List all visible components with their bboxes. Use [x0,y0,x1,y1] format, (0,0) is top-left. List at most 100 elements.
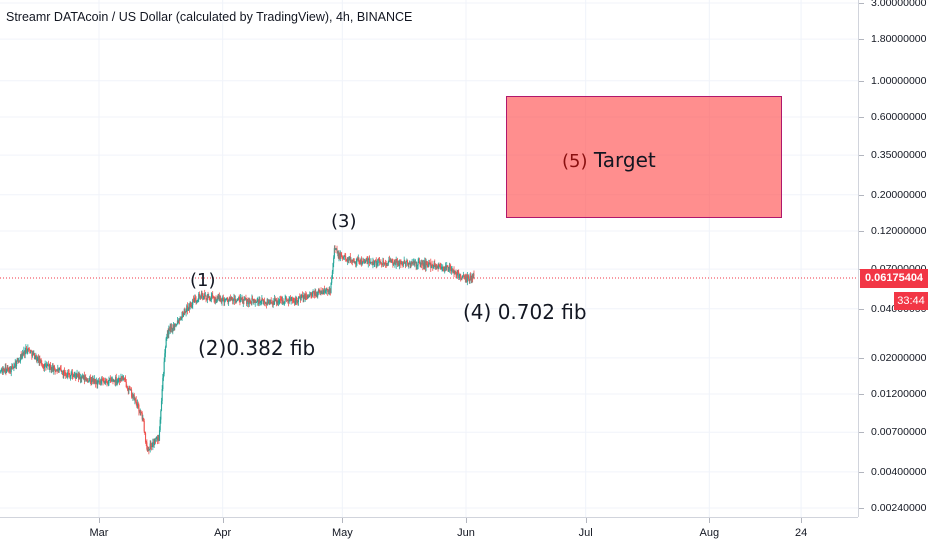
candle-body [33,353,36,360]
candle-body [135,398,137,401]
candle-body [59,368,61,370]
candle-body [29,350,32,353]
candle-body [244,298,246,300]
candle-body [360,259,362,264]
y-tick-label: 0.12000000 [871,224,927,237]
candle-body [195,300,197,302]
candle-body [424,261,426,268]
candle-body [27,347,29,351]
candle-body [454,271,456,274]
candle-body [316,294,318,297]
candle-body [171,327,173,331]
candle-body [435,264,437,268]
candle-body [55,370,57,372]
candle-body [386,265,388,267]
candle-body [86,379,88,382]
candle-body [365,258,367,262]
candle-body [341,256,343,258]
candle-body [447,267,449,272]
y-tick-mark [859,39,864,41]
candle-body [115,377,117,383]
candle-body [374,260,376,263]
candle-body [176,320,179,325]
candle-body [393,263,395,265]
candle-body [473,274,475,276]
candle-body [343,256,345,257]
candle-body [335,248,337,250]
candle-body [208,296,210,299]
candle-body [422,263,424,267]
candle-body [392,261,394,265]
candle-body [209,298,211,301]
candle-body [255,300,257,303]
time-axis[interactable]: Mar Apr May Jun Jul Aug 24 [0,517,858,551]
candle-body [214,299,216,302]
candle-body [67,373,69,376]
candle-body [266,299,268,305]
candle-body [25,347,27,351]
y-tick-label: 0.20000000 [871,188,927,201]
candle-body [284,298,286,302]
candle-body [464,275,466,278]
candle-body [174,323,177,326]
candle-body [386,265,389,267]
candle-body [296,300,298,302]
candle-body [163,361,165,374]
candle-body [44,363,46,365]
candle-body [69,374,71,378]
y-tick-label: 0.60000000 [871,110,927,123]
candle-body [217,297,219,299]
candle-body [52,367,54,372]
candle-body [221,297,223,303]
candle-body [450,267,452,271]
candle-body [426,262,428,265]
candle-body [315,291,317,297]
candle-body [377,263,379,265]
candle-body [229,297,231,301]
candle-body [368,258,370,260]
candle-body [445,266,447,268]
candle-body [92,379,94,381]
candle-body [136,403,138,408]
candle-body [376,264,378,266]
candle-body [336,248,338,253]
candle-body [256,300,258,303]
candle-body [347,257,349,262]
candle-body [414,262,416,264]
candle-body [35,355,37,358]
candle-body [156,437,159,441]
candle-body [63,370,65,375]
candle-body [372,261,374,265]
candle-body [25,347,28,352]
candle-body [463,275,465,277]
target-wave-number: (5) [562,151,588,172]
candle-body [53,365,56,370]
candle-body [279,298,282,300]
candle-body [4,367,6,372]
candle-body [215,298,217,302]
candle-body [466,276,468,282]
candle-body [462,275,464,277]
candle-body [443,269,445,271]
candle-body [277,301,279,303]
candle-body [260,300,262,302]
candle-body [69,375,71,378]
candle-body [232,298,234,302]
candle-body [207,294,209,297]
candle-body [109,378,111,381]
candle-body [398,260,401,266]
candle-body [197,299,199,301]
target-zone[interactable] [506,96,782,218]
candle-body [222,297,224,299]
candle-body [174,323,176,328]
candle-body [311,294,313,296]
candle-body [408,263,410,265]
candle-body [212,296,214,298]
candle-body [345,256,347,260]
candle-body [281,300,284,304]
candle-body [421,263,423,265]
price-axis[interactable]: 3.00000000 1.80000000 1.00000000 0.60000000… [858,0,932,517]
candle-body [111,379,113,381]
